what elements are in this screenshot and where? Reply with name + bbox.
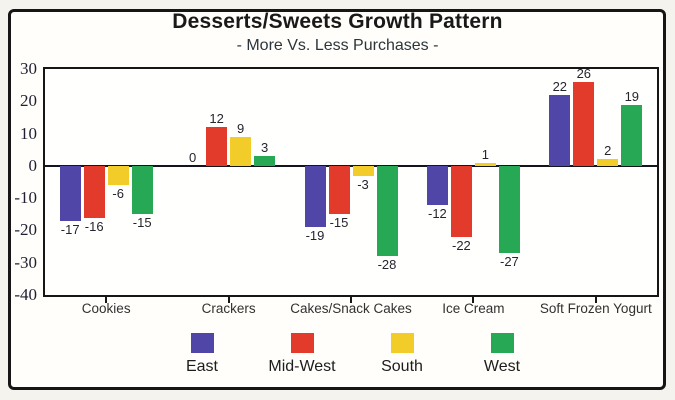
x-axis-labels: Cookies Crackers Cakes/Snack Cakes Ice Crea… — [0, 301, 675, 321]
bar-value-label: -15 — [132, 215, 152, 231]
x-axis-tick — [594, 295, 597, 303]
zero-axis-line — [45, 164, 657, 167]
legend-label-west: West — [483, 358, 521, 375]
bar-mid-west — [573, 81, 595, 166]
bar-value-label: -6 — [112, 186, 124, 202]
bar-mid-west — [450, 165, 472, 237]
legend-label-east: East — [185, 358, 218, 375]
bar-mid-west — [328, 165, 350, 215]
bar-south — [597, 159, 619, 166]
bar-value-label: 0 — [188, 149, 197, 165]
bar-value-label: -22 — [451, 237, 471, 253]
bar-value-label: -19 — [305, 228, 325, 244]
bar-value-label: -15 — [329, 215, 349, 231]
x-axis-tick — [227, 295, 230, 303]
legend-label-south: South — [381, 358, 423, 375]
bar-west — [376, 165, 398, 257]
category-label: Cookies — [81, 301, 131, 316]
bar-value-label: 3 — [260, 140, 269, 156]
bar-south — [352, 165, 374, 176]
bar-east — [59, 165, 81, 221]
bar-value-label: -16 — [84, 218, 104, 234]
y-tick-label: -20 — [14, 220, 37, 240]
bar-south — [474, 162, 496, 166]
category-label: Ice Cream — [442, 301, 505, 316]
y-tick-label: 0 — [28, 155, 38, 175]
x-axis-tick — [105, 295, 108, 303]
bar-south — [230, 136, 252, 166]
chart-subtitle: - More Vs. Less Purchases - — [236, 37, 439, 54]
bar-value-label: -17 — [60, 221, 80, 237]
y-tick-label: -40 — [14, 285, 37, 304]
legend-item-mid-west: Mid-West — [252, 333, 352, 376]
y-tick-label: -30 — [14, 252, 37, 272]
bar-value-label: 2 — [604, 143, 612, 159]
category-label: Soft Frozen Yogurt — [539, 301, 652, 316]
bar-east — [304, 165, 326, 228]
bar-west — [498, 165, 520, 253]
category-label: Cakes/Snack Cakes — [290, 301, 412, 316]
bar-value-label: -3 — [357, 176, 369, 192]
legend-swatch-mid-west — [290, 333, 314, 353]
bar-east — [426, 165, 448, 205]
y-tick-label: 10 — [20, 123, 37, 143]
bar-value-label: 1 — [481, 146, 490, 162]
y-tick-label: 30 — [20, 59, 37, 78]
bar-value-label: 19 — [624, 88, 640, 104]
x-axis-tick — [472, 295, 475, 303]
bar-value-label: -12 — [427, 205, 447, 221]
bar-east — [549, 94, 571, 166]
bar-value-label: 12 — [209, 111, 224, 127]
legend-swatch-west — [490, 333, 514, 353]
plot-area: -17 -16 -6 -15 0 12 9 3 -19 -15 -3 -28 -12 -22 1 -27 22 2… — [43, 65, 659, 297]
category-label: Crackers — [201, 301, 256, 316]
bar-west — [621, 104, 643, 166]
bar-value-label: -28 — [377, 257, 397, 273]
legend: East Mid-West South West — [152, 333, 552, 376]
x-axis-tick — [350, 295, 352, 303]
legend-item-south: South — [352, 333, 452, 376]
legend-swatch-south — [390, 333, 414, 353]
legend-swatch-east — [190, 333, 214, 353]
y-axis: 30 20 10 0 -10 -20 -30 -40 — [0, 0, 40, 400]
bar-mid-west — [83, 165, 105, 218]
bar-value-label: -27 — [499, 254, 519, 270]
legend-item-west: West — [452, 333, 552, 376]
chart-title: Desserts/Sweets Growth Pattern — [172, 10, 503, 33]
bar-west — [254, 156, 276, 166]
y-tick-label: -10 — [14, 188, 37, 208]
bar-value-label: 26 — [576, 65, 592, 81]
bar-value-label: 22 — [552, 78, 568, 94]
bar-value-label: 9 — [236, 120, 245, 136]
bar-south — [107, 165, 129, 186]
legend-item-east: East — [152, 333, 252, 376]
bar-mid-west — [206, 127, 228, 166]
legend-label-mid-west: Mid-West — [268, 358, 336, 375]
bar-west — [131, 165, 153, 215]
y-tick-label: 20 — [20, 91, 37, 111]
